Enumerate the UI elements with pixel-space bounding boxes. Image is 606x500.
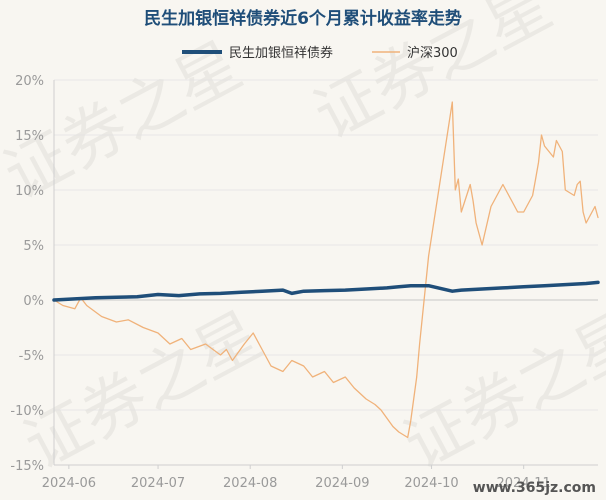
x-tick-label: 2024-10 [404,476,458,491]
x-tick-label: 2024-07 [131,476,185,491]
y-tick-label: 15% [15,129,44,144]
x-tick-label: 2024-09 [315,476,369,491]
series-layer [52,101,600,439]
series-line-fund [52,280,600,302]
site-label: www.365jz.com [473,480,596,496]
x-tick-label: 2024-06 [42,476,96,491]
chart-title: 民生加银恒祥债券近6个月累计收益率走势 [144,8,462,29]
legend: 民生加银恒祥债券 沪深300 [182,45,458,61]
x-axis-ticks: 2024-06 2024-07 2024-08 2024-09 2024-10 2024-… [42,465,551,491]
series-line-index [53,101,599,439]
y-tick-label: 20% [15,74,44,89]
legend-index-label: 沪深300 [407,45,458,61]
x-tick-label: 2024-08 [223,476,277,491]
y-tick-label: -10% [10,404,44,419]
y-tick-label: 0% [23,294,44,309]
grid-layer [53,79,598,466]
y-tick-label: 5% [23,239,44,254]
y-tick-label: 10% [15,184,44,199]
legend-fund-label: 民生加银恒祥债券 [229,45,333,61]
y-tick-label: -5% [19,349,44,364]
x-tick-label: 2024-11 [497,476,551,491]
y-axis-ticks: -15% -10% -5% 0% 5% 10% 15% 20% [10,74,44,474]
y-tick-label: -15% [10,459,44,474]
